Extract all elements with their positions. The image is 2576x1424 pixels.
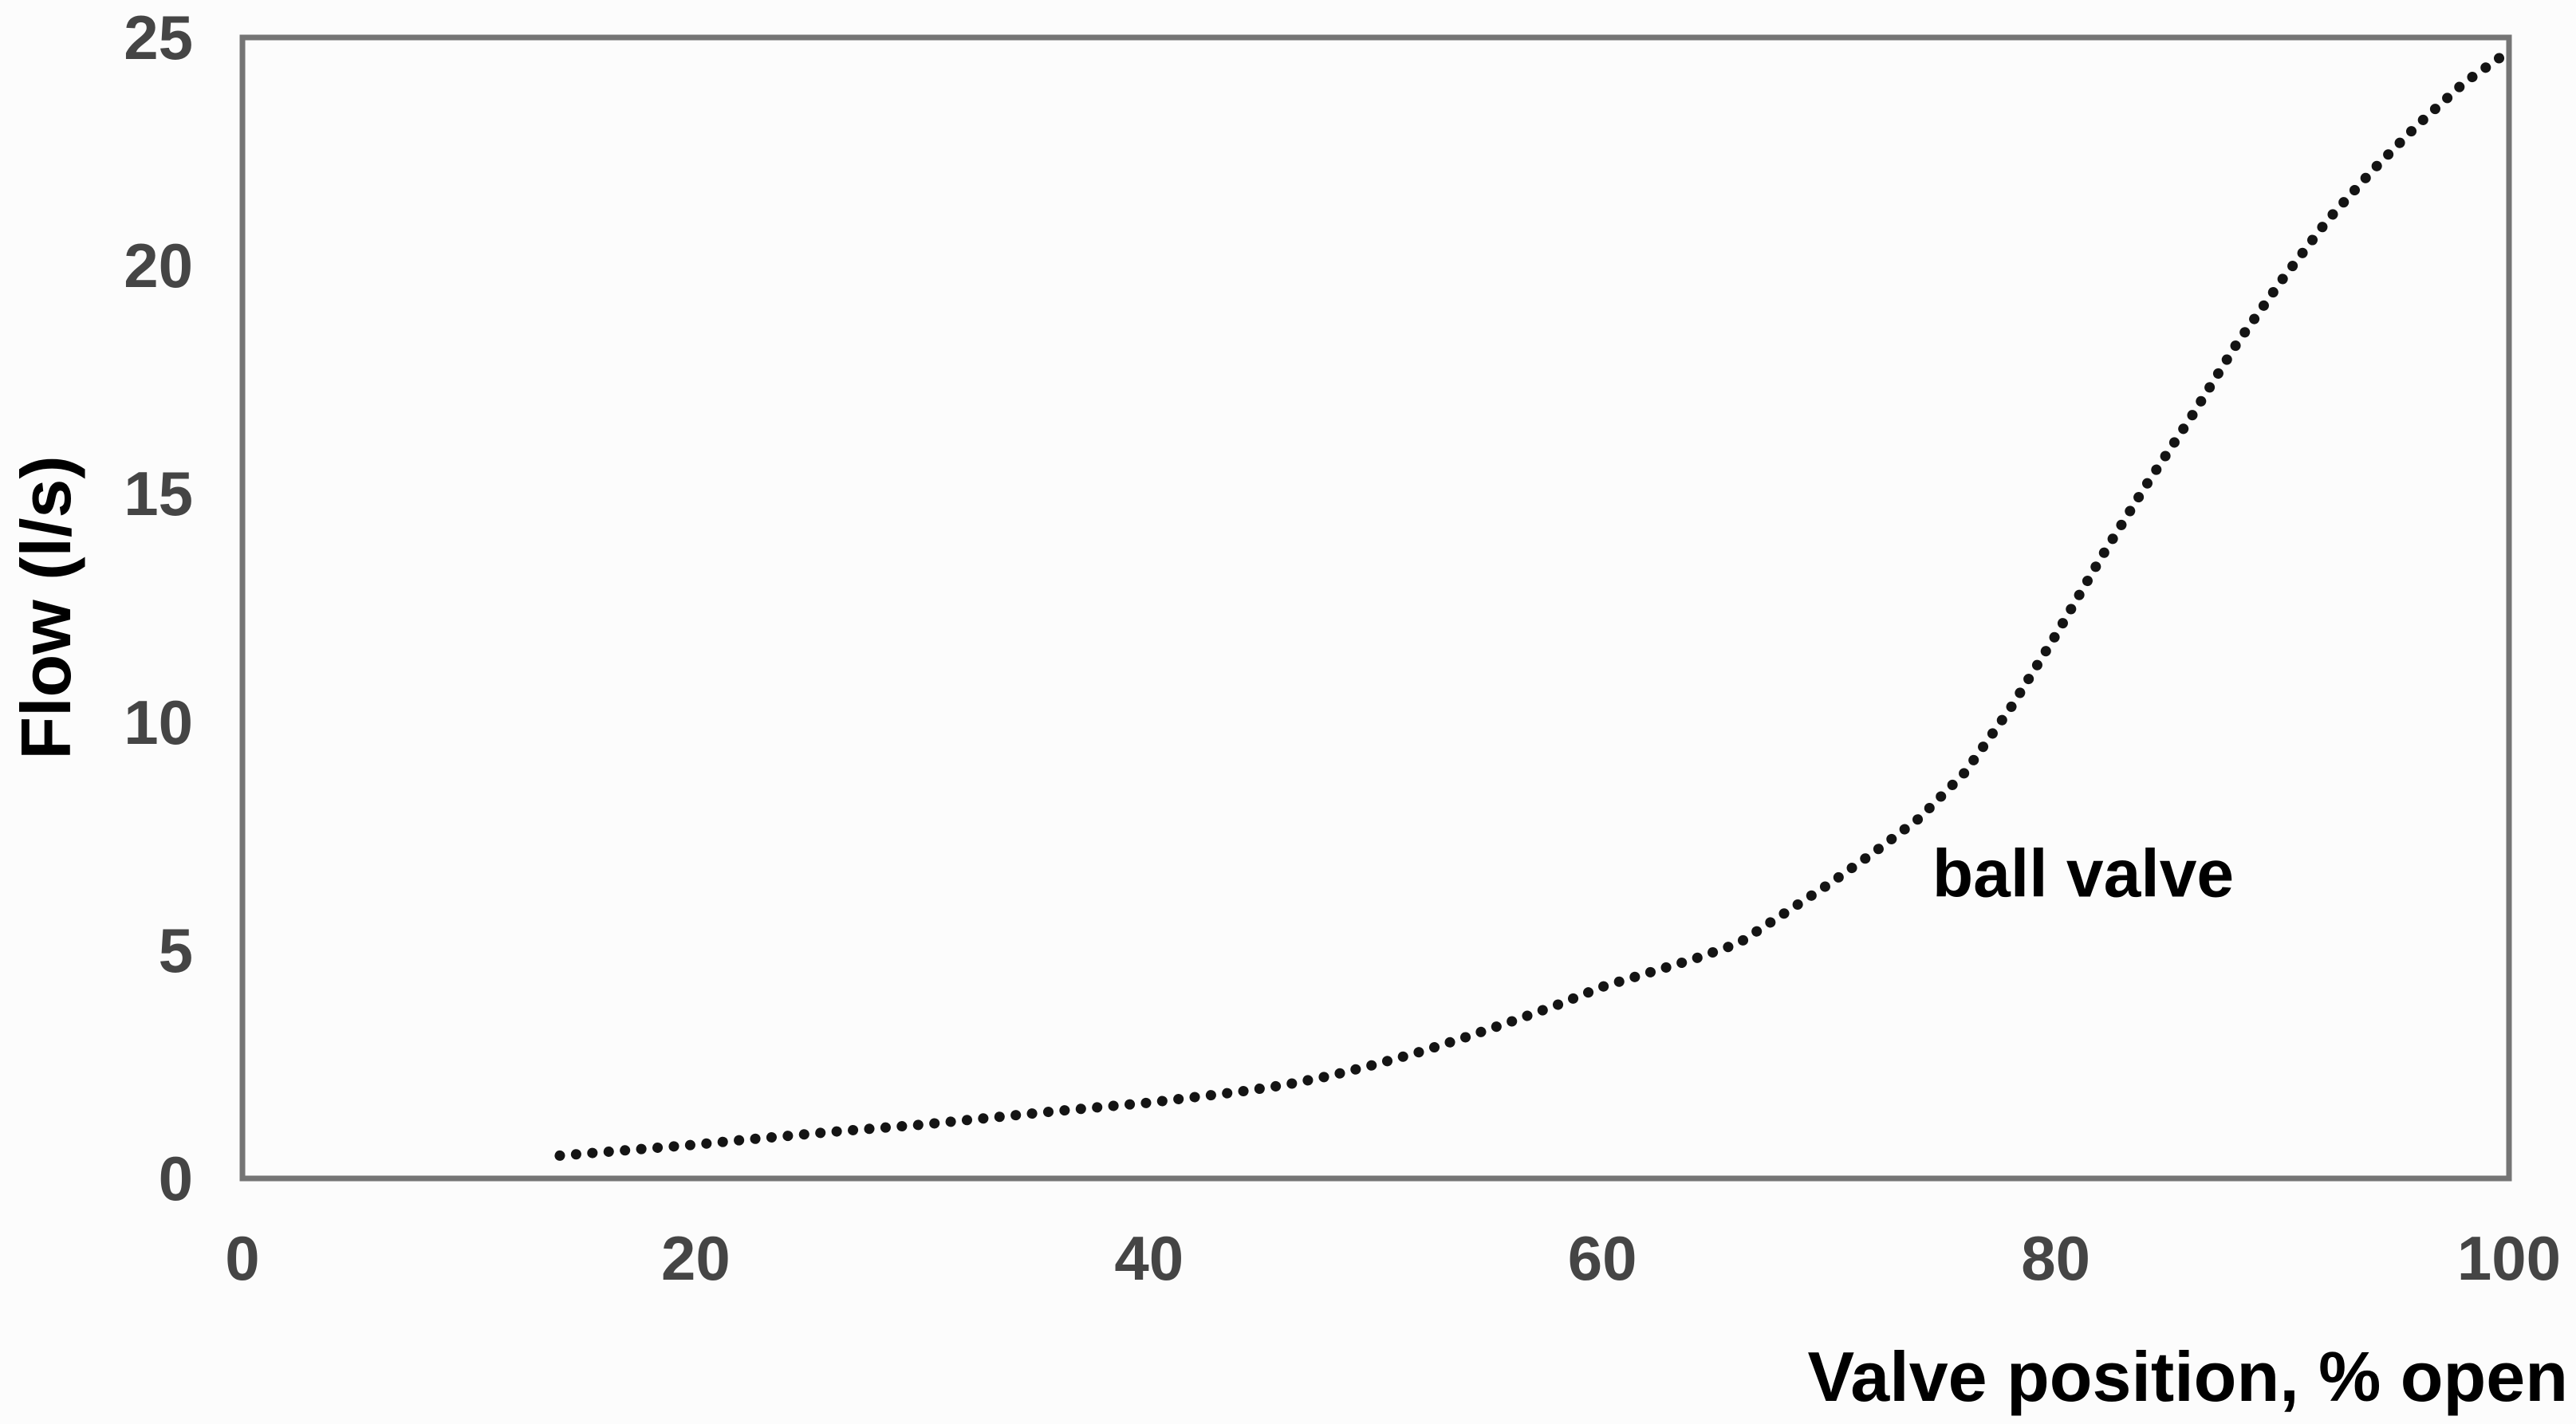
x-tick-label: 0 xyxy=(225,1223,260,1293)
y-tick-label: 5 xyxy=(158,915,193,985)
y-tick-label: 25 xyxy=(124,2,193,73)
x-axis-title: Valve position, % open xyxy=(1807,1337,2568,1416)
y-tick-label: 20 xyxy=(124,230,193,301)
x-tick-label: 60 xyxy=(1567,1223,1637,1293)
plot-border xyxy=(239,34,2512,1182)
series-dotted-curve xyxy=(554,45,2515,1161)
x-tick-label: 100 xyxy=(2456,1223,2562,1293)
y-tick-label: 0 xyxy=(158,1143,193,1214)
y-tick-label: 10 xyxy=(124,686,193,757)
x-tick-label: 80 xyxy=(2021,1223,2090,1293)
x-tick-label: 20 xyxy=(661,1223,731,1293)
y-tick-label: 15 xyxy=(124,458,193,529)
series-annotation: ball valve xyxy=(1932,836,2235,911)
x-tick-label: 40 xyxy=(1114,1223,1184,1293)
